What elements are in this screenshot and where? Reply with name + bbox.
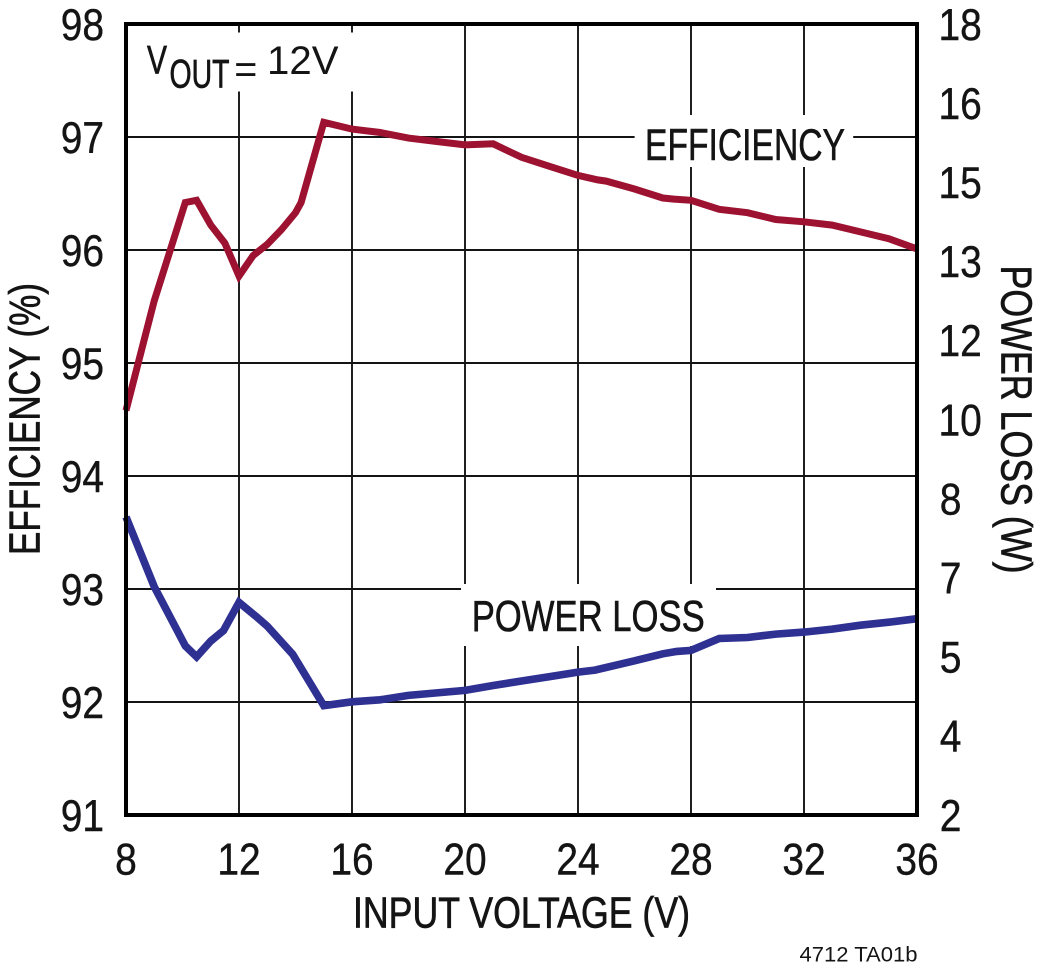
svg-text:16: 16 bbox=[330, 836, 373, 885]
svg-text:93: 93 bbox=[61, 566, 104, 615]
svg-text:5: 5 bbox=[940, 634, 962, 683]
svg-text:20: 20 bbox=[443, 836, 486, 885]
svg-text:91: 91 bbox=[61, 792, 104, 841]
svg-text:24: 24 bbox=[556, 836, 599, 885]
svg-text:8: 8 bbox=[940, 475, 962, 524]
svg-text:12: 12 bbox=[939, 317, 982, 366]
svg-text:=: = bbox=[234, 48, 257, 92]
svg-text:32: 32 bbox=[782, 836, 825, 885]
svg-text:12V: 12V bbox=[267, 39, 339, 83]
svg-text:18: 18 bbox=[939, 1, 982, 50]
svg-text:15: 15 bbox=[939, 159, 982, 208]
svg-text:96: 96 bbox=[61, 227, 104, 276]
svg-text:EFFICIENCY: EFFICIENCY bbox=[645, 121, 845, 170]
svg-text:V: V bbox=[147, 38, 167, 82]
svg-text:12: 12 bbox=[217, 836, 260, 885]
svg-text:POWER LOSS: POWER LOSS bbox=[472, 593, 705, 641]
svg-text:16: 16 bbox=[939, 80, 982, 129]
svg-text:7: 7 bbox=[940, 555, 962, 604]
svg-text:97: 97 bbox=[61, 114, 104, 163]
svg-text:28: 28 bbox=[669, 836, 712, 885]
svg-text:10: 10 bbox=[939, 396, 982, 445]
svg-text:13: 13 bbox=[939, 238, 982, 287]
svg-text:4: 4 bbox=[940, 713, 962, 762]
svg-text:POWER LOSS (W): POWER LOSS (W) bbox=[992, 266, 1041, 574]
svg-text:95: 95 bbox=[61, 340, 104, 389]
svg-text:EFFICIENCY (%): EFFICIENCY (%) bbox=[1, 283, 50, 555]
svg-text:8: 8 bbox=[115, 836, 137, 885]
svg-text:4712 TA01b: 4712 TA01b bbox=[800, 942, 918, 967]
svg-text:94: 94 bbox=[61, 453, 104, 502]
svg-text:OUT: OUT bbox=[170, 52, 230, 96]
svg-text:98: 98 bbox=[61, 1, 104, 50]
svg-text:2: 2 bbox=[940, 792, 962, 841]
svg-text:36: 36 bbox=[895, 836, 938, 885]
svg-text:INPUT VOLTAGE (V): INPUT VOLTAGE (V) bbox=[353, 889, 690, 938]
svg-text:92: 92 bbox=[61, 679, 104, 728]
